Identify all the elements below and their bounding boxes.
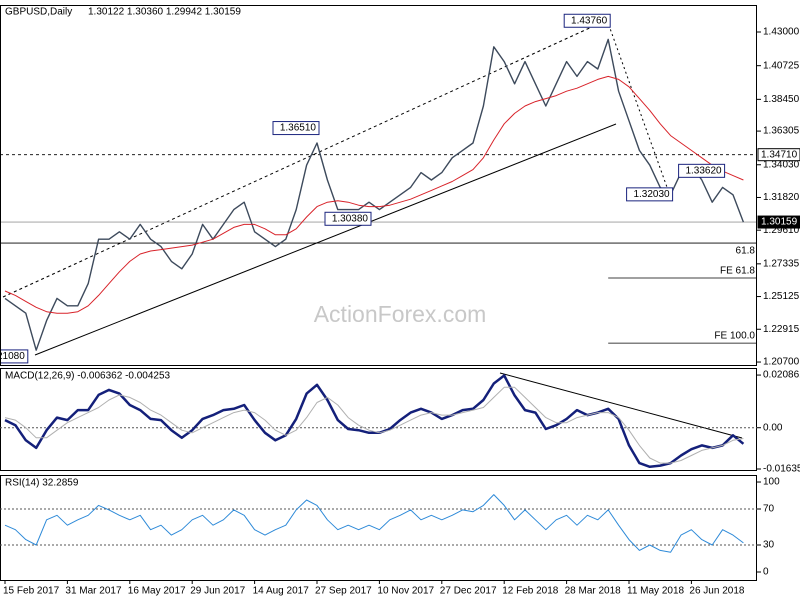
annotation-label: 1.33620 [685,165,722,176]
macd-trend [499,372,743,439]
x-tick-label: 12 Feb 2018 [502,586,559,597]
quote: 1.30122 1.30360 1.29942 1.30159 [88,7,241,18]
x-tick-label: 27 Sep 2017 [315,586,372,597]
y-tick-label: 70 [763,504,775,515]
x-tick-label: 29 Jun 2017 [190,586,245,597]
annotation-label: 1.32030 [633,189,670,200]
series-line [4,386,744,464]
level-box [757,148,800,162]
x-tick-label: 26 Jun 2018 [689,586,744,597]
macd-title: MACD(12,26,9) -0.006362 -0.004253 [5,371,171,382]
x-tick-label: 16 May 2017 [128,586,186,597]
annotation-box [563,13,611,28]
rsi-title: RSI(14) 32.2859 [5,478,79,489]
annotation-box [324,211,372,226]
annotation-label: 1.30380 [332,213,369,224]
y-tick-label: 1.29610 [763,225,800,236]
price-frame [0,5,757,366]
x-tick-label: 28 Mar 2018 [565,586,622,597]
rsi-frame [0,475,757,581]
y-tick-label: 1.31820 [763,192,800,203]
y-tick-label: 0.020861 [763,370,800,381]
x-tick-label: 10 Nov 2017 [377,586,434,597]
level-label: 61.8 [736,246,756,257]
x-tick-label: 27 Dec 2017 [440,586,497,597]
y-tick-label: 1.43000 [763,27,800,38]
y-tick-label: 1.40725 [763,60,800,71]
level-label: FE 61.8 [720,266,755,277]
y-tick-label: 0 [763,567,769,578]
x-tick-label: 31 Mar 2017 [65,586,122,597]
annotation-box [1,349,29,364]
y-tick-label: 1.27335 [763,258,800,269]
level-label: FE 100.0 [714,331,755,342]
watermark: ActionForex.com [314,301,487,327]
x-tick-label: 11 May 2018 [627,586,685,597]
x-tick-label: 15 Feb 2017 [3,586,60,597]
annotation-label: 1.36510 [280,123,317,134]
annotation-label: 1.43760 [571,15,608,26]
y-tick-label: 1.25125 [763,291,800,302]
level-box [757,215,800,229]
projection [606,19,669,191]
annotation-box [678,163,726,178]
annotation-box [626,187,674,202]
series-line [4,75,744,314]
macd-frame [0,368,757,471]
annotation-label: 1.21080 [0,351,25,362]
y-tick-label: 30 [763,540,775,551]
plot-area [4,374,745,469]
y-tick-label: 1.22915 [763,324,800,335]
y-tick-label: 1.34030 [763,159,800,170]
y-tick-label: 1.36305 [763,126,800,137]
y-tick-label: 100 [763,477,780,488]
series-line [4,374,745,469]
series-line [4,38,745,351]
plot-area: 1.43760 1.36510 1.30380 1.32030 1.33620 1.210… [0,13,756,364]
plot-area [4,494,744,553]
symbol-title: GBPUSD,Daily [5,7,72,18]
x-tick-label: 14 Aug 2017 [253,586,310,597]
y-tick-label: 1.20700 [763,357,800,368]
annotation-box [272,121,320,136]
channel-lower [34,123,617,356]
y-tick-label: -0.016357 [763,464,800,475]
y-tick-label: 0.00 [763,422,783,433]
level-label: 1.34710 [761,149,798,160]
y-tick-label: 1.38450 [763,94,800,105]
series-line [4,494,744,553]
level-label: 1.30159 [761,217,798,228]
